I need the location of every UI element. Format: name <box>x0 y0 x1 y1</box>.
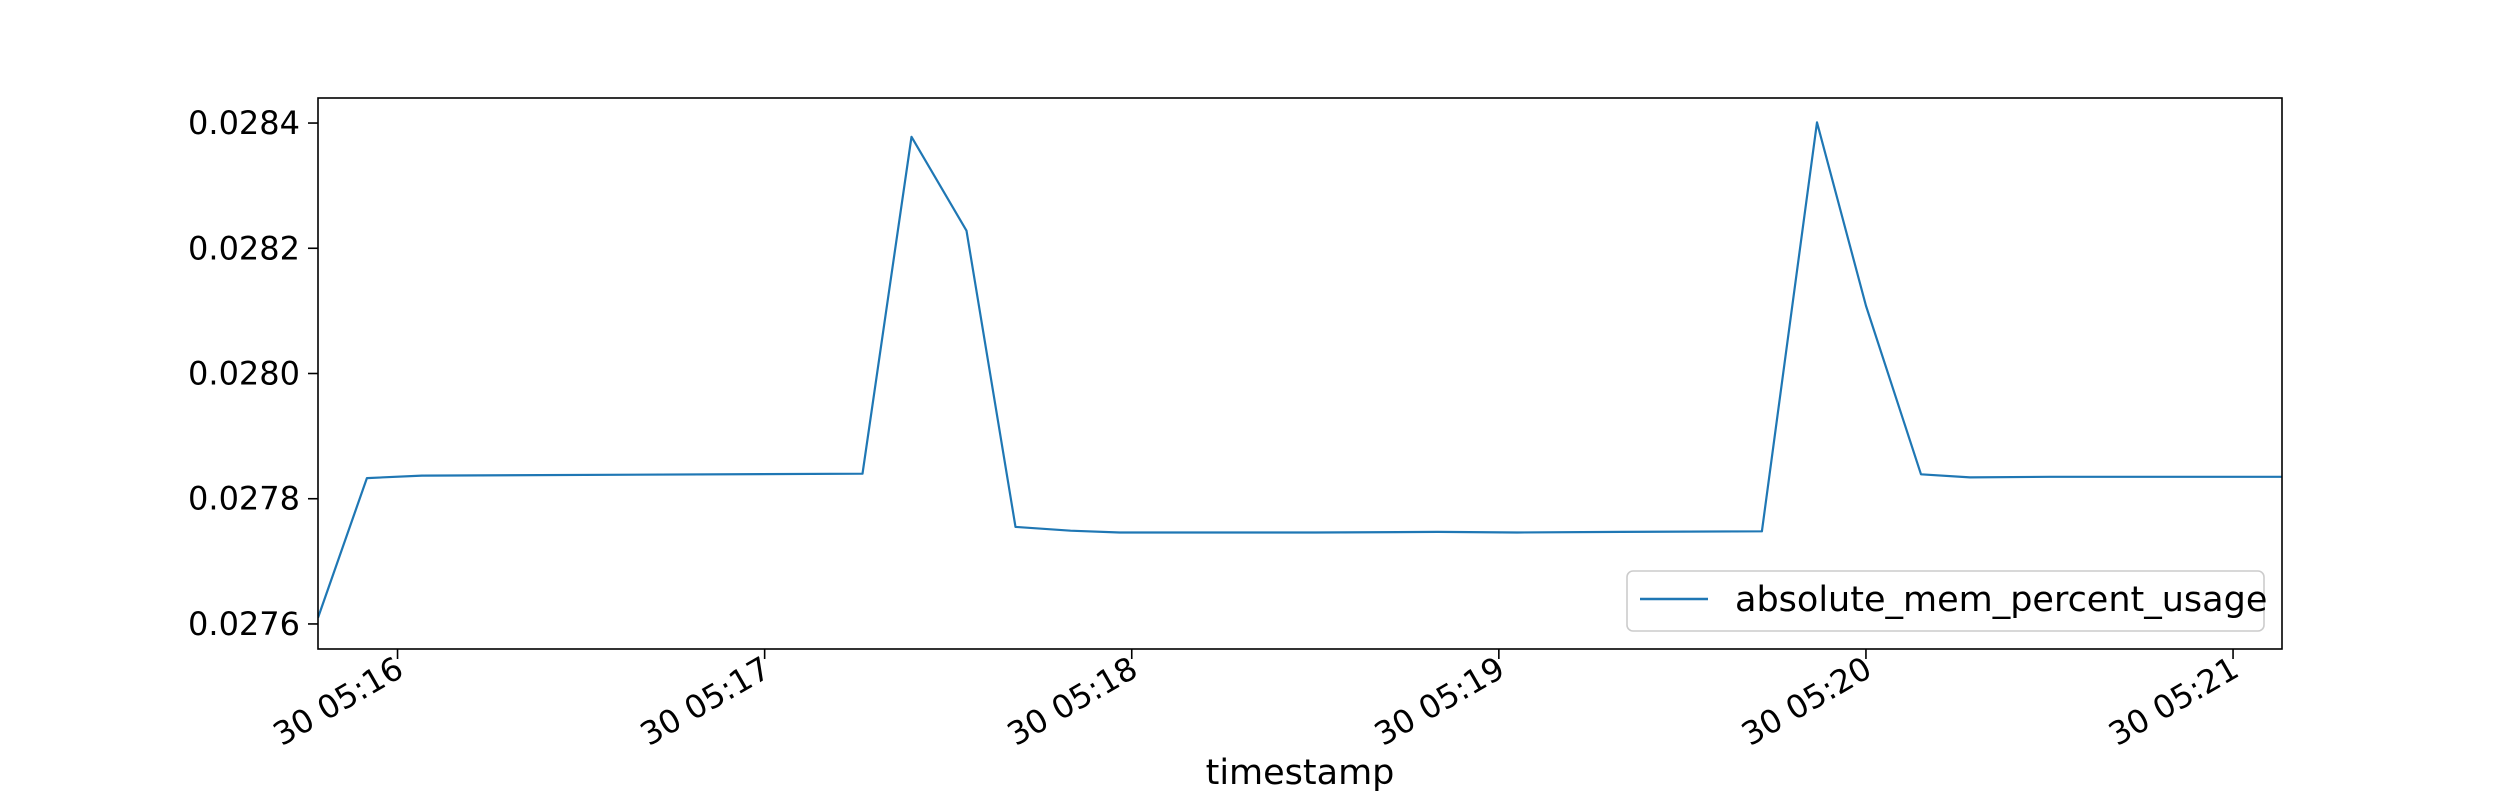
x-tick-label: 30 05:21 <box>2102 649 2245 753</box>
y-tick-label: 0.0276 <box>188 605 300 643</box>
y-tick-label: 0.0278 <box>188 480 300 518</box>
y-axis-ticks: 0.0276 0.0278 0.0280 0.0282 0.0284 <box>188 104 318 643</box>
y-tick-label: 0.0284 <box>188 104 300 142</box>
x-tick-label: 30 05:16 <box>267 649 410 753</box>
x-axis-ticks: 30 05:16 30 05:17 30 05:18 30 05:19 30 05:20… <box>267 649 2245 753</box>
plot-frame <box>317 97 2283 650</box>
x-tick-label: 30 05:19 <box>1368 649 1511 753</box>
legend-label: absolute_mem_percent_usage <box>1735 580 2267 620</box>
series-line <box>318 121 2282 619</box>
x-tick-label: 30 05:17 <box>634 649 777 753</box>
x-axis-title: timestamp <box>1206 753 1395 793</box>
x-tick-label: 30 05:18 <box>1001 649 1144 753</box>
legend: absolute_mem_percent_usage <box>1626 570 2267 632</box>
y-tick-label: 0.0280 <box>188 355 300 393</box>
y-tick-label: 0.0282 <box>188 229 300 267</box>
x-tick-label: 30 05:20 <box>1735 649 1878 753</box>
legend-box <box>1626 570 2265 632</box>
series-lines <box>318 121 2282 619</box>
